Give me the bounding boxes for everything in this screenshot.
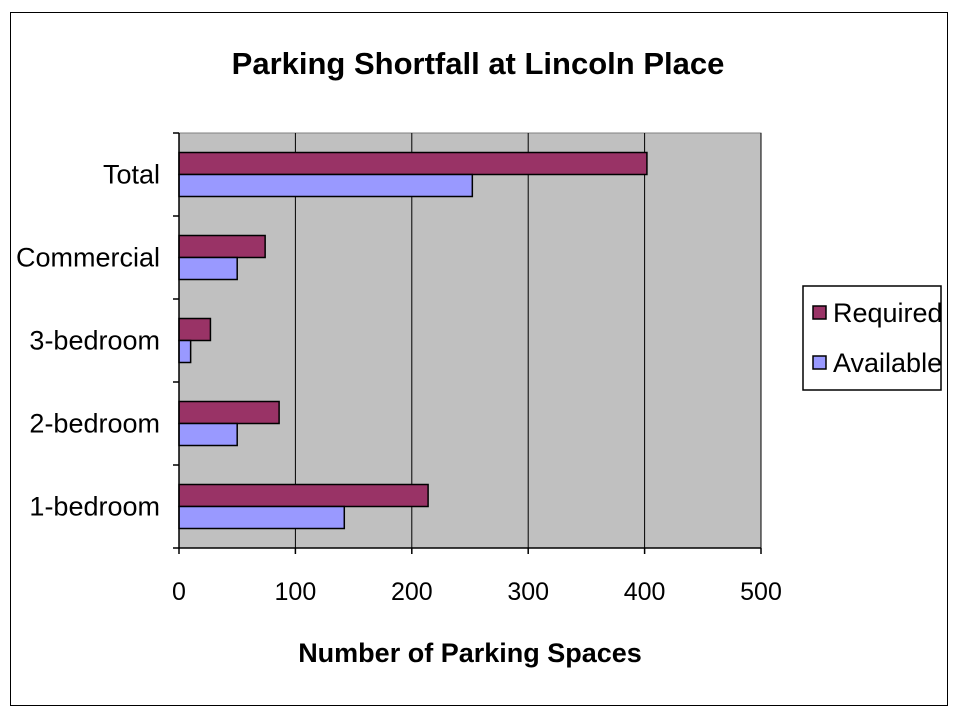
legend-swatch-required: [812, 305, 827, 320]
y-tick-label-commercial: Commercial: [16, 243, 160, 273]
x-tick-label-200: 200: [391, 578, 433, 606]
legend: Required Available: [802, 285, 943, 391]
bar-required-2-bedroom: [178, 400, 280, 425]
plot-background: [178, 132, 762, 549]
plot-area: Total Commercial 3-bedroom 2-bedroom 1-bedro…: [16, 132, 782, 606]
x-tick-label-400: 400: [624, 578, 666, 606]
y-tick-label-1-bedroom: 1-bedroom: [29, 492, 160, 522]
chart-title: Parking Shortfall at Lincoln Place: [232, 46, 725, 81]
legend-swatch-available: [812, 355, 827, 370]
bar-required-total: [178, 151, 648, 176]
legend-box: [802, 285, 942, 391]
bar-available-total: [178, 173, 474, 198]
bar-required-commercial: [178, 234, 266, 259]
x-tick-label-300: 300: [507, 578, 549, 606]
y-tick-label-2-bedroom: 2-bedroom: [29, 409, 160, 439]
y-tick-label-total: Total: [103, 160, 160, 190]
bar-available-commercial: [178, 256, 238, 281]
bar-available-1-bedroom: [178, 505, 346, 530]
x-tick-label-0: 0: [172, 578, 186, 606]
legend-label-required: Required: [833, 298, 943, 328]
bar-available-3-bedroom: [178, 339, 192, 364]
y-tick-label-3-bedroom: 3-bedroom: [29, 326, 160, 356]
bar-required-1-bedroom: [178, 483, 429, 508]
x-tick-label-100: 100: [275, 578, 317, 606]
bar-required-3-bedroom: [178, 317, 212, 342]
x-tick-label-500: 500: [740, 578, 782, 606]
bar-available-2-bedroom: [178, 422, 238, 447]
legend-label-available: Available: [833, 348, 942, 378]
x-axis-label: Number of Parking Spaces: [298, 638, 642, 668]
